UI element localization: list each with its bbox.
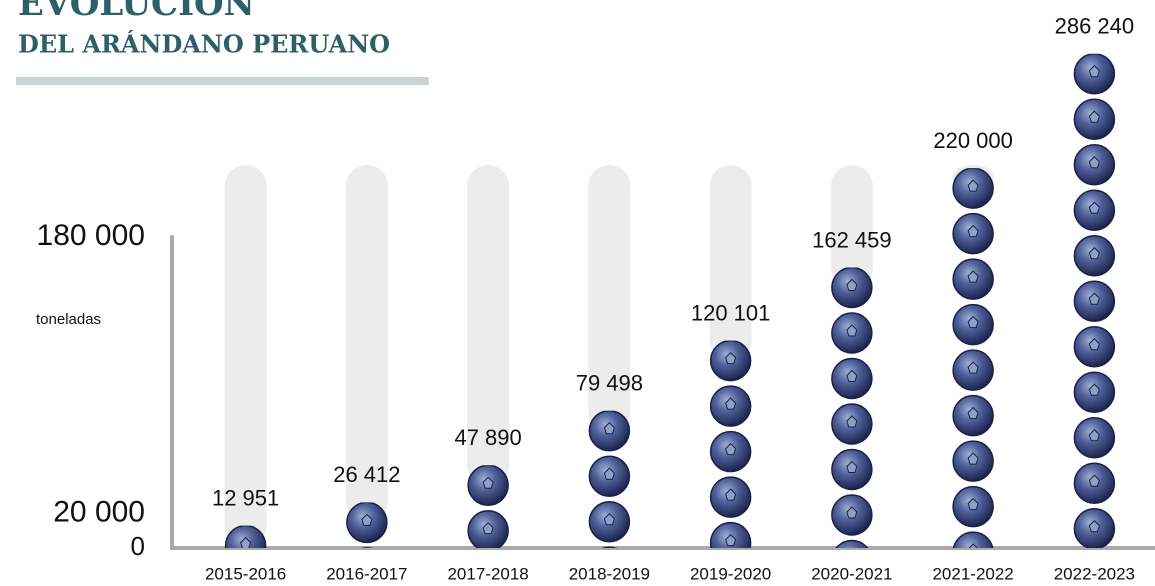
- title-underline: [16, 77, 429, 85]
- blueberry-crown: [967, 452, 979, 465]
- background-pill: [588, 165, 631, 432]
- y-tick-label: 0: [131, 531, 145, 561]
- x-tick-label: 2015-2016: [205, 564, 286, 583]
- blueberry-crown: [967, 315, 979, 329]
- chart-title: EVOLUCIÓN: [18, 0, 255, 24]
- blueberry-crown: [725, 533, 737, 547]
- background-pill: [709, 165, 752, 362]
- blueberry-crown: [1088, 520, 1100, 533]
- bar: [346, 502, 388, 549]
- value-label: 220 000: [933, 128, 1013, 153]
- bar: [831, 267, 873, 563]
- blueberry-crown: [1088, 383, 1100, 396]
- blueberry-crown: [603, 467, 615, 480]
- value-label: 26 412: [333, 462, 400, 487]
- blueberry-crown: [846, 369, 858, 382]
- blueberry: [952, 531, 994, 548]
- blueberry-crown: [1088, 247, 1100, 260]
- blueberry: [835, 539, 869, 548]
- y-tick-label: 20 000: [53, 495, 145, 528]
- blueberry-crown: [846, 415, 858, 428]
- blueberry-crown: [846, 506, 858, 519]
- blueberry-crown: [967, 361, 979, 374]
- blueberry-crown: [361, 513, 373, 526]
- blueberry-crown: [967, 224, 979, 238]
- x-tick-label: 2016-2017: [326, 564, 407, 583]
- blueberry-crown: [967, 497, 979, 511]
- bar: [952, 168, 994, 548]
- x-tick-label: 2021-2022: [932, 564, 1013, 583]
- blueberry-crown: [1088, 156, 1100, 169]
- blueberry-crown: [1088, 292, 1100, 305]
- blueberry-crown: [482, 522, 494, 535]
- blueberry-crown: [725, 397, 737, 410]
- blueberry-crown: [967, 270, 979, 283]
- bar: [224, 525, 267, 548]
- blueberry: [361, 547, 373, 549]
- background-pill: [345, 165, 388, 524]
- value-label: 79 498: [576, 371, 643, 396]
- blueberry-crown: [725, 488, 737, 501]
- blueberry-crown: [1088, 65, 1100, 78]
- blueberry: [601, 546, 618, 548]
- blueberry-crown: [968, 543, 978, 548]
- bar: [1073, 53, 1116, 548]
- y-tick-label: 180 000: [37, 219, 145, 252]
- blueberry-crown: [1088, 474, 1100, 487]
- blueberry-crown: [1088, 201, 1100, 214]
- x-tick-label: 2022-2023: [1054, 564, 1135, 583]
- bar: [467, 465, 509, 548]
- blueberry-crown: [603, 422, 615, 435]
- blueberry-crown: [725, 351, 737, 365]
- x-tick-label: 2019-2020: [690, 564, 771, 583]
- blueberry-crown: [1088, 338, 1100, 351]
- value-label: 12 951: [212, 485, 279, 510]
- background-pill: [830, 165, 873, 289]
- blueberry: [224, 525, 267, 548]
- bar: [709, 340, 752, 548]
- blueberry-crown: [482, 476, 494, 489]
- x-tick-label: 2018-2019: [569, 564, 650, 583]
- blueberry-crown: [1088, 429, 1100, 442]
- blueberry-crown: [846, 460, 858, 473]
- blueberry-crown: [847, 552, 857, 563]
- blueberry-crown: [846, 324, 858, 337]
- blueberry-crown: [967, 406, 979, 420]
- x-tick-label: 2017-2018: [447, 564, 528, 583]
- y-axis-label: toneladas: [36, 311, 101, 328]
- value-label: 286 240: [1055, 14, 1135, 39]
- value-label: 120 101: [691, 300, 771, 325]
- blueberry-crown: [603, 513, 615, 526]
- blueberry-crown: [846, 278, 858, 291]
- blueberry-crown: [240, 536, 252, 548]
- blueberry-crown: [725, 442, 737, 456]
- value-label: 162 459: [812, 227, 892, 252]
- background-pill: [224, 165, 267, 547]
- bar: [588, 410, 631, 548]
- x-tick-label: 2020-2021: [811, 564, 892, 583]
- chart-subtitle: DEL ARÁNDANO PERUANO: [18, 30, 390, 59]
- blueberry-crown: [1088, 110, 1100, 123]
- background-pill: [467, 165, 510, 487]
- blueberry-crown: [967, 179, 979, 192]
- value-label: 47 890: [454, 425, 521, 450]
